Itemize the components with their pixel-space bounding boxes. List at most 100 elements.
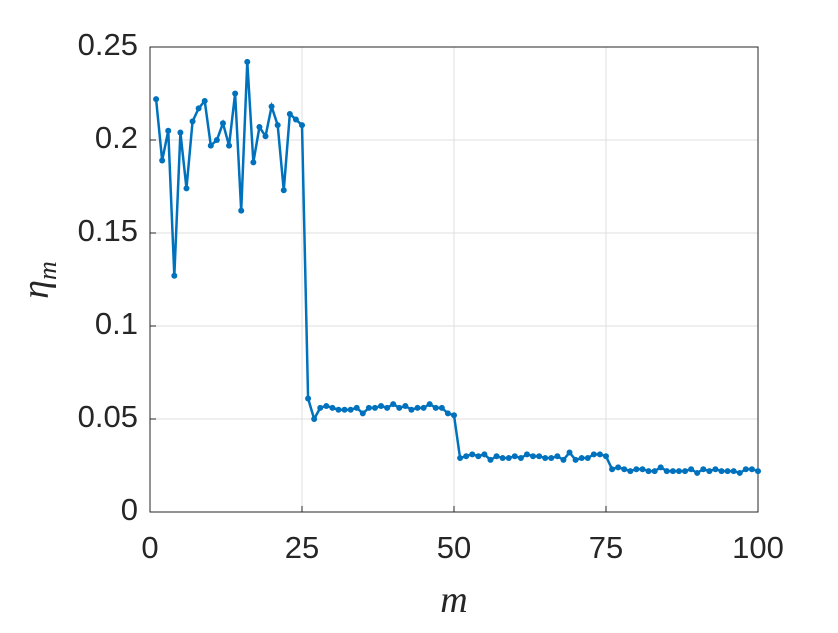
x-tick-label: 25 (285, 530, 319, 565)
data-point (347, 406, 354, 413)
data-point (651, 468, 658, 475)
data-point (232, 90, 239, 97)
data-point (560, 456, 567, 463)
y-label-symbol: η (15, 280, 57, 299)
data-point (469, 451, 476, 458)
data-point (396, 404, 403, 411)
data-point (530, 453, 537, 460)
data-point (511, 453, 518, 460)
x-tick-label: 50 (437, 530, 471, 565)
data-point (408, 406, 415, 413)
data-point (371, 404, 378, 411)
data-point (688, 466, 695, 473)
data-point (256, 123, 263, 130)
data-point (499, 455, 506, 462)
data-point (566, 449, 573, 456)
data-point (669, 468, 676, 475)
data-point (633, 466, 640, 473)
data-point (365, 404, 372, 411)
data-point (444, 410, 451, 417)
data-point (238, 207, 245, 214)
data-point (323, 402, 330, 409)
data-point (463, 453, 470, 460)
data-point (305, 395, 312, 402)
data-point (682, 468, 689, 475)
y-tick-label: 0.25 (78, 27, 138, 62)
data-point (730, 468, 737, 475)
data-point (755, 468, 761, 475)
data-point (724, 468, 731, 475)
y-tick-label: 0.05 (78, 399, 138, 434)
data-point (189, 118, 196, 125)
data-point (438, 404, 445, 411)
data-point (353, 404, 360, 411)
data-point (335, 406, 342, 413)
data-point (517, 455, 524, 462)
data-point (505, 455, 512, 462)
data-point (615, 464, 622, 471)
data-point (426, 401, 433, 408)
data-point (657, 464, 664, 471)
data-point (414, 404, 421, 411)
data-point (402, 402, 409, 409)
data-point (542, 455, 549, 462)
x-axis-label: m (440, 579, 467, 621)
data-point (718, 468, 725, 475)
data-point (548, 455, 555, 462)
data-point (153, 96, 160, 103)
data-point (250, 159, 257, 166)
data-point (748, 466, 755, 473)
data-point (299, 122, 305, 129)
data-point (523, 451, 530, 458)
y-tick-label: 0.1 (95, 306, 138, 341)
data-point (694, 469, 701, 476)
data-point (742, 466, 749, 473)
data-point (457, 455, 464, 462)
data-point (578, 455, 585, 462)
data-point (645, 468, 652, 475)
data-point (639, 466, 646, 473)
data-point (481, 451, 488, 458)
data-point (177, 129, 184, 136)
data-point (493, 453, 500, 460)
data-point (286, 110, 293, 117)
data-point (317, 404, 324, 411)
data-point (195, 105, 202, 112)
data-point (262, 133, 269, 140)
data-point (736, 469, 743, 476)
y-tick-label: 0 (121, 492, 138, 527)
data-point (451, 412, 457, 419)
y-axis-label: ηm (15, 261, 62, 299)
data-point (475, 453, 482, 460)
data-point (280, 187, 287, 194)
data-point (292, 116, 299, 123)
data-point (584, 455, 591, 462)
data-point (675, 468, 682, 475)
data-point (378, 402, 385, 409)
data-point (207, 142, 214, 149)
data-point (244, 58, 251, 65)
data-point (159, 157, 166, 164)
data-point (700, 466, 707, 473)
data-point (706, 468, 713, 475)
data-point (536, 453, 543, 460)
data-point (384, 404, 391, 411)
data-point (359, 410, 366, 417)
data-point (213, 137, 220, 143)
data-point (201, 97, 208, 104)
data-point (311, 416, 318, 422)
data-point (329, 404, 336, 411)
data-point (554, 453, 561, 460)
y-label-subscript: m (33, 261, 62, 280)
data-point (226, 142, 233, 149)
data-point (572, 456, 579, 463)
data-point (183, 185, 190, 192)
data-point (603, 453, 609, 460)
x-tick-label: 100 (732, 530, 784, 565)
data-point (420, 404, 427, 411)
y-tick-label: 0.2 (95, 120, 138, 155)
plot-frame (149, 46, 759, 513)
data-point (341, 406, 348, 413)
data-point (390, 401, 397, 408)
